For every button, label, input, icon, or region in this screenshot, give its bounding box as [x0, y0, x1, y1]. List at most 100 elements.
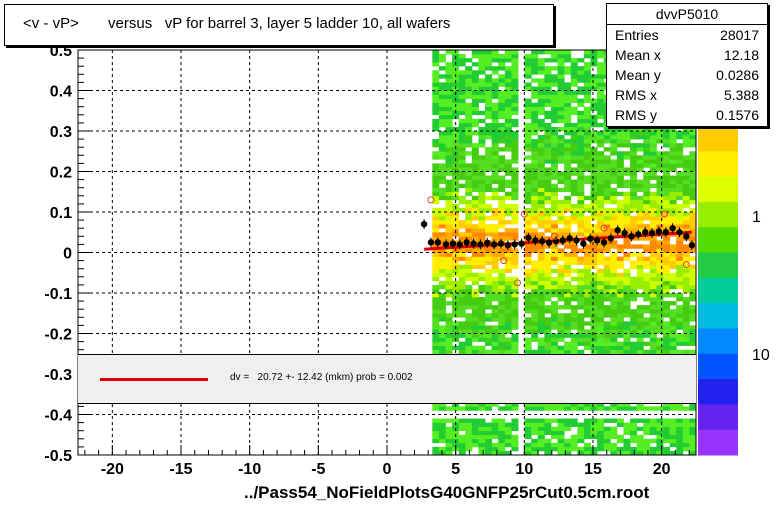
heatmap-cell [465, 228, 473, 233]
heatmap-cell [544, 337, 552, 342]
heatmap-cell [504, 167, 512, 172]
heatmap-cell [623, 450, 631, 456]
heatmap-cell [550, 147, 558, 152]
heatmap-cell [432, 438, 440, 444]
heatmap-cell [537, 438, 545, 444]
heatmap-cell [610, 126, 618, 132]
heatmap-cell [590, 422, 598, 427]
heatmap-cell [438, 110, 446, 116]
stats-key: Entries [615, 27, 659, 43]
heatmap-cell [656, 199, 664, 205]
heatmap-cell [511, 313, 519, 318]
heatmap-cell [557, 288, 565, 294]
heatmap-cell [630, 159, 638, 164]
heatmap-cell [577, 220, 585, 225]
heatmap-cell [597, 248, 605, 253]
heatmap-cell [458, 232, 466, 237]
heatmap-cell [636, 349, 644, 355]
heatmap-cell [577, 122, 585, 128]
heatmap-cell [557, 114, 565, 120]
heatmap-cell [564, 280, 572, 286]
heatmap-cell [583, 94, 591, 99]
heatmap-cell [537, 220, 545, 225]
heatmap-cell [537, 58, 545, 63]
heatmap-cell [537, 232, 545, 237]
heatmap-cell [445, 430, 453, 436]
heatmap-cell [676, 446, 684, 452]
heatmap-cell [623, 167, 631, 172]
heatmap-cell [564, 260, 572, 265]
heatmap-cell [649, 155, 657, 160]
stats-key: Mean x [615, 47, 661, 63]
heatmap-cell [616, 264, 624, 269]
heatmap-cell [524, 325, 532, 330]
heatmap-cell [663, 126, 671, 132]
heatmap-cell [485, 248, 493, 253]
heatmap-cell [438, 341, 446, 346]
x-tick-label: 10 [515, 461, 533, 478]
heatmap-cell [590, 86, 598, 91]
heatmap-cell [465, 438, 473, 444]
heatmap-cell [577, 212, 585, 217]
heatmap-cell [577, 183, 585, 188]
heatmap-cell [676, 155, 684, 160]
heatmap-cell [649, 131, 657, 136]
heatmap-cell [511, 264, 519, 269]
heatmap-cell [458, 345, 466, 350]
heatmap-cell [643, 126, 651, 132]
heatmap-cell [649, 236, 657, 241]
heatmap-cell [663, 151, 671, 156]
heatmap-cell [524, 179, 532, 184]
heatmap-cell [537, 203, 545, 209]
heatmap-cell [544, 309, 552, 314]
heatmap-cell [491, 333, 499, 338]
heatmap-cell [682, 212, 690, 217]
heatmap-cell [610, 240, 618, 245]
heatmap-cell [597, 305, 605, 310]
heatmap-cell [610, 280, 618, 286]
heatmap-cell [603, 147, 611, 152]
heatmap-cell [597, 325, 605, 330]
heatmap-cell [577, 313, 585, 318]
heatmap-cell [597, 232, 605, 237]
profile-point [538, 237, 546, 245]
stats-value: 12.18 [723, 47, 759, 63]
heatmap-cell [636, 426, 644, 431]
heatmap-cell [465, 317, 473, 322]
heatmap-cell [498, 333, 506, 338]
heatmap-cell [610, 317, 618, 322]
heatmap-cell [445, 280, 453, 286]
heatmap-cell [676, 297, 684, 302]
heatmap-cell [583, 276, 591, 282]
heatmap-cell [511, 50, 519, 55]
heatmap-cell [577, 321, 585, 326]
heatmap-cell [550, 321, 558, 326]
heatmap-cell [564, 329, 572, 334]
heatmap-cell [452, 220, 460, 225]
heatmap-cell [438, 349, 446, 355]
heatmap-cell [649, 301, 657, 306]
heatmap-cell [557, 406, 565, 411]
heatmap-cell [445, 147, 453, 152]
heatmap-cell [504, 90, 512, 95]
heatmap-cell [636, 268, 644, 274]
heatmap-cell [438, 195, 446, 201]
heatmap-cell [649, 438, 657, 444]
heatmap-cell [669, 159, 677, 164]
heatmap-cell [531, 309, 539, 314]
heatmap-cell [630, 434, 638, 440]
heatmap-cell [616, 224, 624, 229]
heatmap-cell [504, 438, 512, 444]
heatmap-cell [491, 147, 499, 152]
heatmap-cell [669, 143, 677, 148]
heatmap-cell [491, 232, 499, 237]
heatmap-cell [432, 313, 440, 318]
heatmap-cell [623, 126, 631, 132]
heatmap-cell [504, 260, 512, 265]
heatmap-cell [491, 268, 499, 274]
heatmap-cell [616, 305, 624, 310]
heatmap-cell [570, 82, 578, 87]
heatmap-cell [491, 434, 499, 440]
heatmap-cell [511, 155, 519, 160]
heatmap-cell [498, 122, 506, 128]
